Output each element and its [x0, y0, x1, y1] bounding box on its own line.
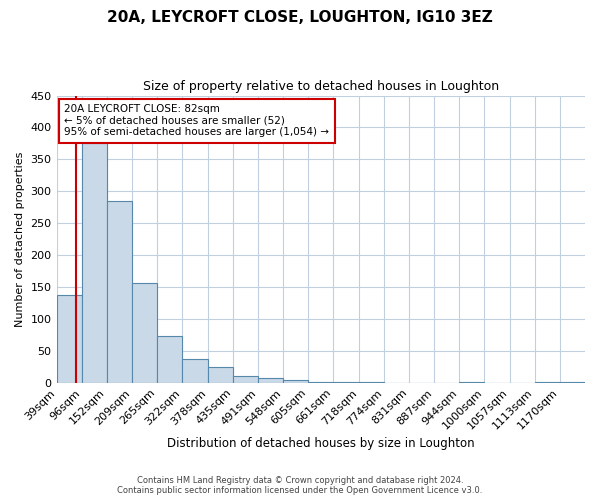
Bar — [182, 359, 208, 383]
Y-axis label: Number of detached properties: Number of detached properties — [15, 152, 25, 327]
Text: Contains HM Land Registry data © Crown copyright and database right 2024.
Contai: Contains HM Land Registry data © Crown c… — [118, 476, 482, 495]
Bar — [535, 382, 560, 383]
Bar — [359, 382, 383, 383]
Bar — [334, 382, 359, 383]
Bar — [56, 296, 82, 383]
Bar — [157, 336, 182, 383]
Title: Size of property relative to detached houses in Loughton: Size of property relative to detached ho… — [143, 80, 499, 93]
Bar — [233, 376, 258, 383]
Text: 20A LEYCROFT CLOSE: 82sqm
← 5% of detached houses are smaller (52)
95% of semi-d: 20A LEYCROFT CLOSE: 82sqm ← 5% of detach… — [64, 104, 329, 138]
Bar — [107, 201, 132, 383]
X-axis label: Distribution of detached houses by size in Loughton: Distribution of detached houses by size … — [167, 437, 475, 450]
Bar — [82, 144, 107, 383]
Bar — [308, 382, 334, 383]
Bar — [283, 380, 308, 383]
Bar — [208, 367, 233, 383]
Bar — [560, 382, 585, 383]
Bar — [459, 382, 484, 383]
Bar — [258, 378, 283, 383]
Text: 20A, LEYCROFT CLOSE, LOUGHTON, IG10 3EZ: 20A, LEYCROFT CLOSE, LOUGHTON, IG10 3EZ — [107, 10, 493, 25]
Bar — [132, 282, 157, 383]
